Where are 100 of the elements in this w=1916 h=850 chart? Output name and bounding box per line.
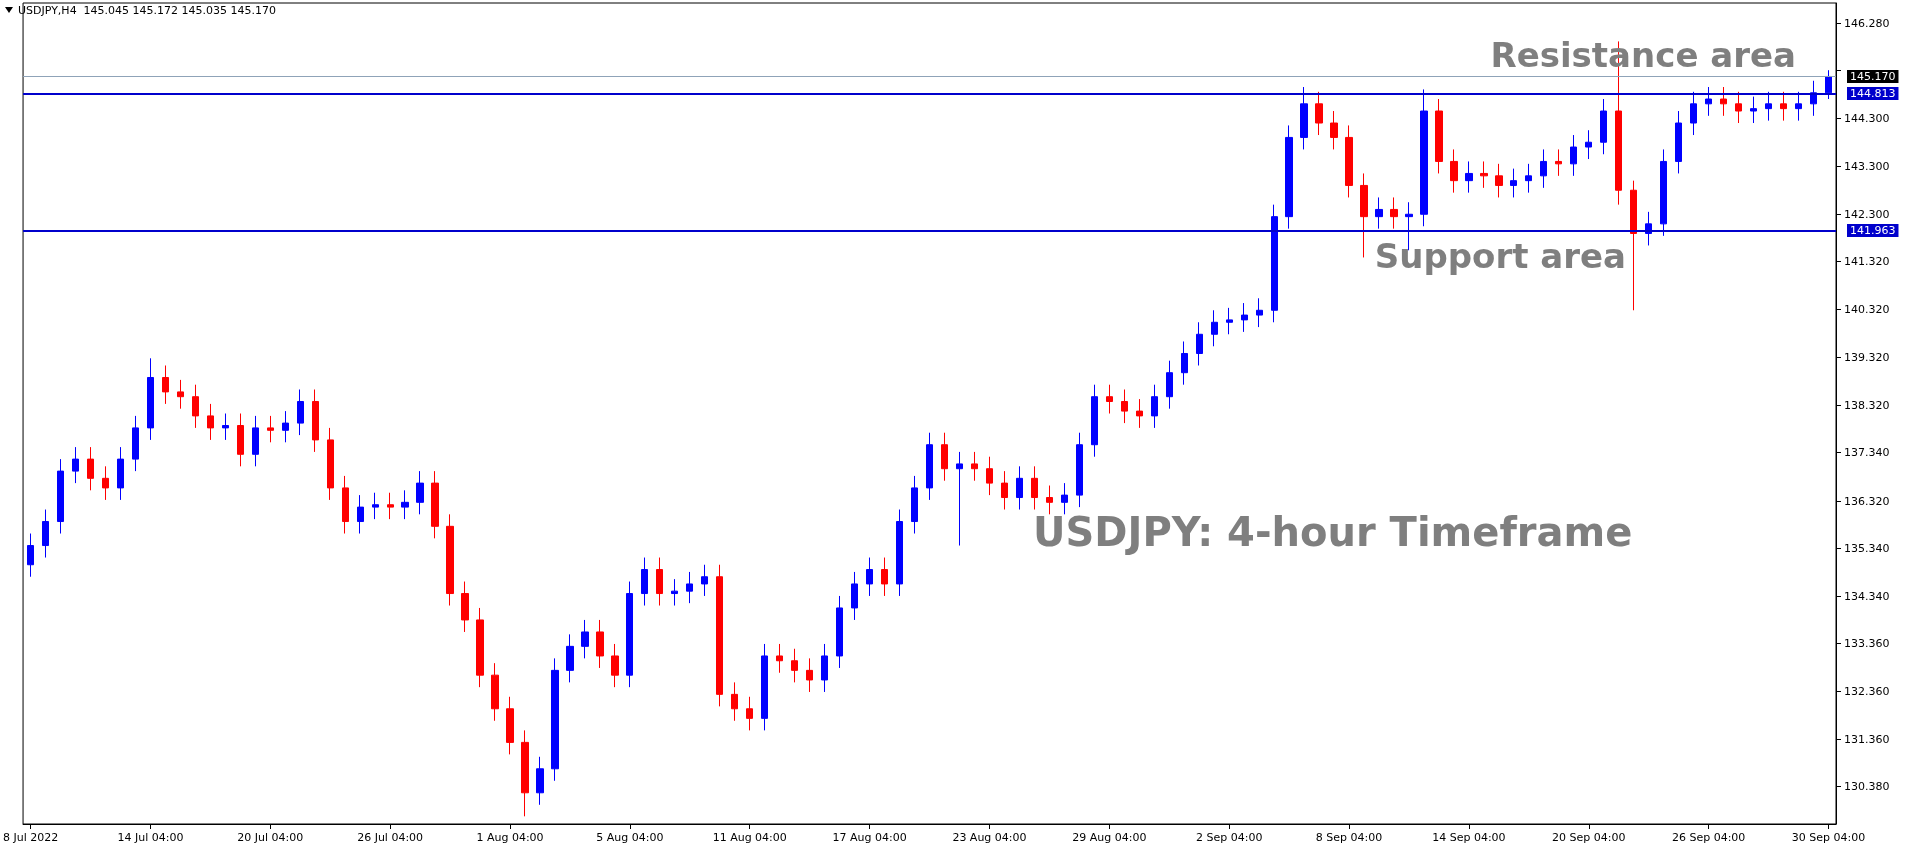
x-tick-label: 17 Aug 04:00 <box>832 831 907 844</box>
candlestick <box>1510 168 1517 198</box>
candlestick <box>941 432 948 482</box>
candlestick <box>1540 148 1547 189</box>
candlestick <box>596 619 604 669</box>
candlestick <box>132 415 139 472</box>
y-tick-label: 139.320 <box>1844 350 1890 364</box>
candlestick <box>431 470 439 539</box>
candlestick <box>1420 88 1428 227</box>
x-tick-label: 5 Aug 04:00 <box>596 831 664 844</box>
candlestick <box>851 571 858 621</box>
candlestick <box>1345 124 1353 198</box>
candlestick <box>1315 91 1323 136</box>
candlestick <box>117 446 124 501</box>
candlestick <box>1735 91 1742 124</box>
y-tick-label: 144.300 <box>1844 111 1890 125</box>
candlestick <box>701 564 708 597</box>
candlestick <box>1375 196 1383 230</box>
candlestick <box>147 357 154 441</box>
y-tick-label: 135.340 <box>1844 541 1890 555</box>
candlestick <box>1825 69 1832 100</box>
candlestick <box>57 458 64 535</box>
x-tick-label: 2 Sep 04:00 <box>1195 831 1263 844</box>
candlestick <box>342 475 349 535</box>
candlestick <box>267 415 274 443</box>
candlestick <box>671 578 678 607</box>
candlestick <box>416 470 424 515</box>
candlestick <box>491 662 499 722</box>
candlestick <box>1181 340 1188 386</box>
candlestick <box>506 696 514 755</box>
candlestick <box>866 557 873 597</box>
ref-line-label: Support area <box>1374 235 1626 276</box>
candlestick <box>372 492 379 520</box>
y-tick-label: 138.320 <box>1844 398 1890 412</box>
candlestick <box>1765 91 1772 122</box>
candlestick <box>1555 148 1562 177</box>
candlestick <box>986 456 993 496</box>
candlestick <box>1720 86 1727 117</box>
candlestick <box>1780 91 1787 122</box>
candlestick <box>1465 160 1473 194</box>
candlestick <box>1390 196 1398 230</box>
x-tick-label: 8 Sep 04:00 <box>1315 831 1383 844</box>
candlestick <box>1076 432 1083 508</box>
y-tick-label: 133.360 <box>1844 636 1890 650</box>
candlestick <box>821 643 828 693</box>
candlestick <box>806 657 813 693</box>
candlestick <box>611 643 619 688</box>
candlestick <box>716 564 723 707</box>
candlestick <box>971 451 978 482</box>
x-tick-label: 14 Sep 04:00 <box>1432 831 1506 844</box>
candlestick <box>1211 309 1218 347</box>
candlestick <box>1495 163 1503 198</box>
y-tick-label: 146.280 <box>1844 16 1890 30</box>
candlestick <box>836 595 843 669</box>
chart-title: USDJPY,H4 145.045 145.172 145.035 145.170 <box>18 4 277 17</box>
x-tick-label: 26 Sep 04:00 <box>1671 831 1746 844</box>
candlestick <box>297 388 304 436</box>
candlestick <box>177 379 184 410</box>
candlestick <box>656 557 663 607</box>
text: 141.963 <box>1850 223 1896 237</box>
x-tick-label: 26 Jul 04:00 <box>357 831 424 844</box>
candlestick <box>312 388 319 453</box>
candlestick <box>476 607 484 688</box>
candlestick <box>536 756 544 806</box>
candlestick <box>1585 129 1592 160</box>
candlestick <box>1241 302 1248 333</box>
candlestick <box>1690 91 1697 136</box>
candlestick <box>1480 160 1488 189</box>
y-tick-label: 130.380 <box>1844 780 1890 794</box>
candlestick <box>1121 388 1128 424</box>
x-tick-label: 1 Aug 04:00 <box>476 831 544 844</box>
candlestick <box>1660 148 1667 237</box>
candlestick <box>282 410 289 443</box>
candlestick <box>911 475 918 535</box>
y-tick-label: 142.300 <box>1844 207 1890 221</box>
y-tick-label: 132.360 <box>1844 684 1890 698</box>
candlestick <box>581 619 589 659</box>
candlestick <box>1271 204 1278 323</box>
y-tick-label: 136.320 <box>1844 494 1890 508</box>
candlestick <box>1151 384 1158 429</box>
candlestick <box>1600 98 1607 155</box>
x-tick-label: 30 Sep 04:00 <box>1791 831 1866 844</box>
candlestick <box>1675 110 1682 174</box>
candlestick <box>1750 96 1757 124</box>
candlestick <box>956 451 963 547</box>
candlestick <box>237 413 244 467</box>
candlestick <box>461 581 469 633</box>
candlestick <box>1136 398 1143 429</box>
x-tick-label: 8 Jul 2022 <box>2 831 59 844</box>
candlestick <box>731 681 738 722</box>
candlestick <box>1570 134 1577 177</box>
candlestick <box>551 657 559 782</box>
y-tick-label: 143.300 <box>1844 159 1890 173</box>
y-tick-label: 140.320 <box>1844 302 1890 316</box>
candlestick <box>521 729 529 817</box>
candlestick <box>1285 124 1293 230</box>
candlestick <box>686 571 693 604</box>
candlestick <box>1330 110 1338 150</box>
candlestick <box>776 643 783 674</box>
candlestick <box>1106 384 1113 414</box>
